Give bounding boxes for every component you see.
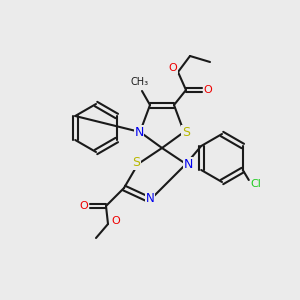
Text: N: N xyxy=(146,193,154,206)
Text: O: O xyxy=(204,85,212,95)
Text: O: O xyxy=(112,216,120,226)
Text: Cl: Cl xyxy=(250,179,261,189)
Text: N: N xyxy=(183,158,193,170)
Text: S: S xyxy=(182,125,190,139)
Text: S: S xyxy=(132,157,140,169)
Text: O: O xyxy=(80,201,88,211)
Text: CH₃: CH₃ xyxy=(131,77,149,87)
Text: N: N xyxy=(134,125,144,139)
Text: O: O xyxy=(169,63,177,73)
